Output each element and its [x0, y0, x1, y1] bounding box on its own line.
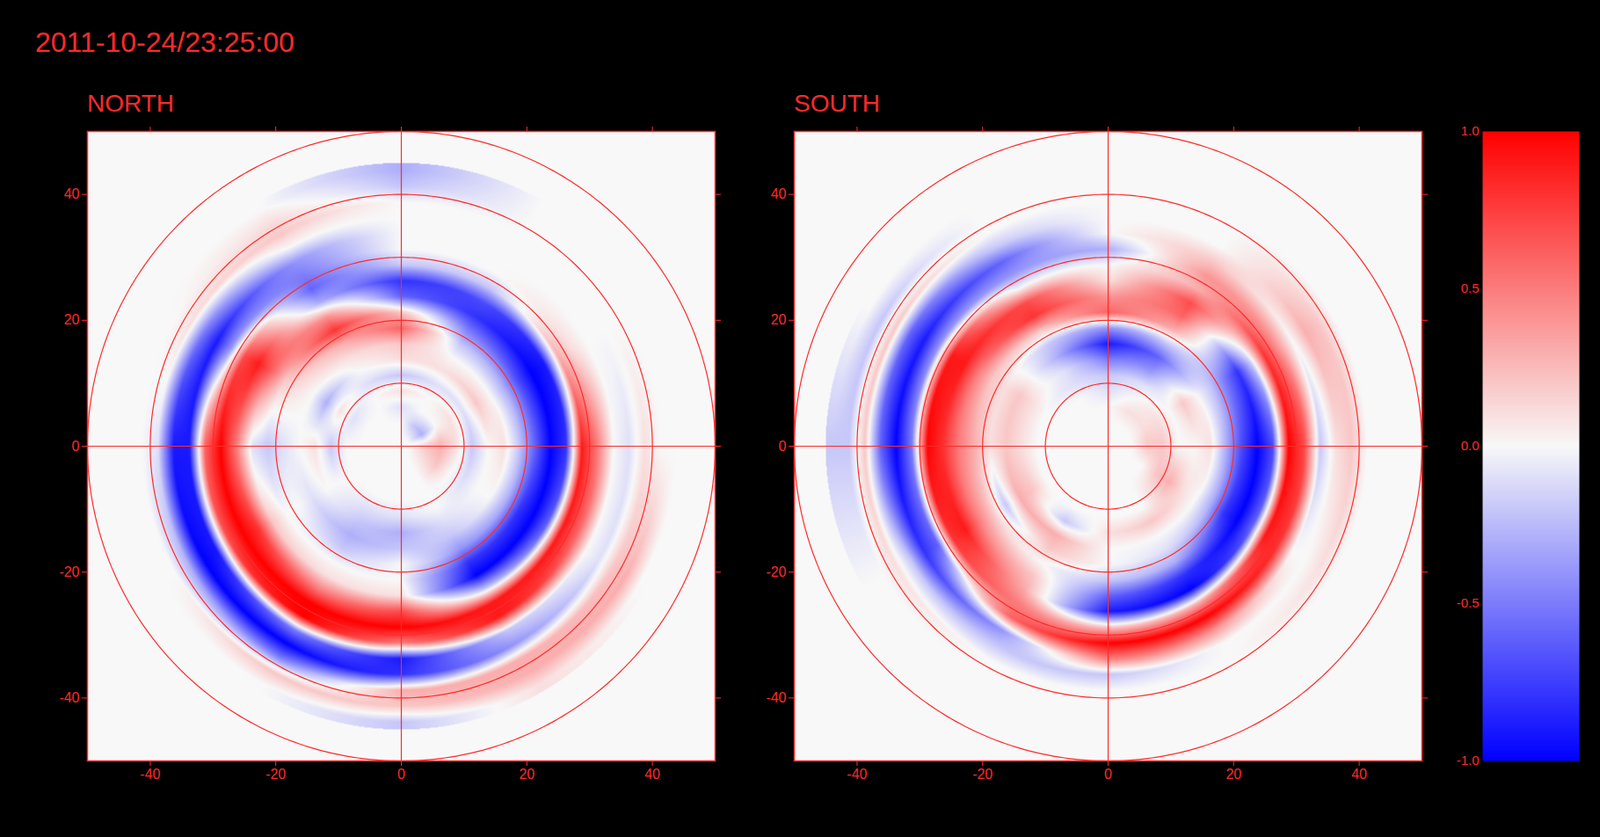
svg-text:20: 20 — [1225, 766, 1242, 782]
svg-text:0: 0 — [72, 438, 80, 454]
svg-text:40: 40 — [644, 766, 661, 782]
svg-text:40: 40 — [1351, 766, 1368, 782]
svg-text:-20: -20 — [58, 564, 80, 580]
svg-text:40: 40 — [64, 186, 80, 202]
html-text:2011-10-24/23:25:00: 2011-10-24/23:25:00 — [35, 26, 295, 59]
svg-text:0: 0 — [1104, 766, 1113, 782]
svg-text:-0.5: -0.5 — [1456, 595, 1480, 611]
html-text:NORTH: NORTH — [87, 89, 175, 117]
svg-text:1.0: 1.0 — [1461, 123, 1480, 139]
svg-text:-40: -40 — [58, 690, 80, 706]
svg-text:-40: -40 — [765, 690, 786, 706]
svg-text:-40: -40 — [846, 766, 867, 782]
svg-text:20: 20 — [518, 766, 535, 782]
svg-text:-20: -20 — [972, 766, 993, 782]
html-text:SOUTH: SOUTH — [793, 89, 880, 117]
svg-text:-1.0: -1.0 — [1456, 752, 1480, 768]
svg-text:-40: -40 — [139, 766, 160, 782]
svg-text:0.0: 0.0 — [1461, 437, 1480, 453]
svg-text:0: 0 — [778, 438, 787, 454]
svg-text:-20: -20 — [265, 766, 286, 782]
svg-text:-20: -20 — [765, 564, 786, 580]
svg-text:20: 20 — [770, 312, 787, 328]
svg-text:0: 0 — [397, 766, 406, 782]
svg-text:40: 40 — [770, 186, 787, 202]
svg-text:0.5: 0.5 — [1461, 280, 1480, 296]
svg-text:20: 20 — [64, 312, 80, 328]
